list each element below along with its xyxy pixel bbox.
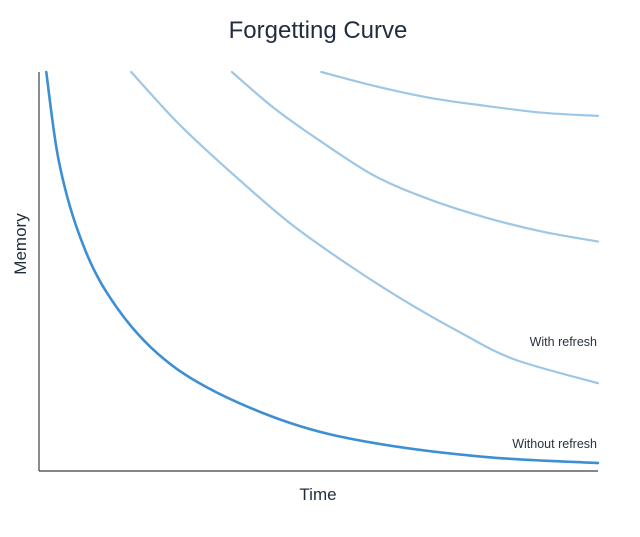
series-line-refresh-1 — [130, 70, 600, 385]
curves-group — [44, 70, 600, 465]
series-line-refresh-3 — [320, 70, 600, 117]
chart-title: Forgetting Curve — [229, 17, 408, 44]
annotation-with-refresh: With refresh — [530, 335, 597, 349]
series-line-refresh-2 — [230, 70, 600, 243]
annotation-without-refresh: Without refresh — [512, 437, 597, 451]
x-axis-label: Time — [299, 485, 336, 504]
series-line-without-refresh — [44, 70, 600, 465]
y-axis-label: Memory — [11, 213, 30, 275]
